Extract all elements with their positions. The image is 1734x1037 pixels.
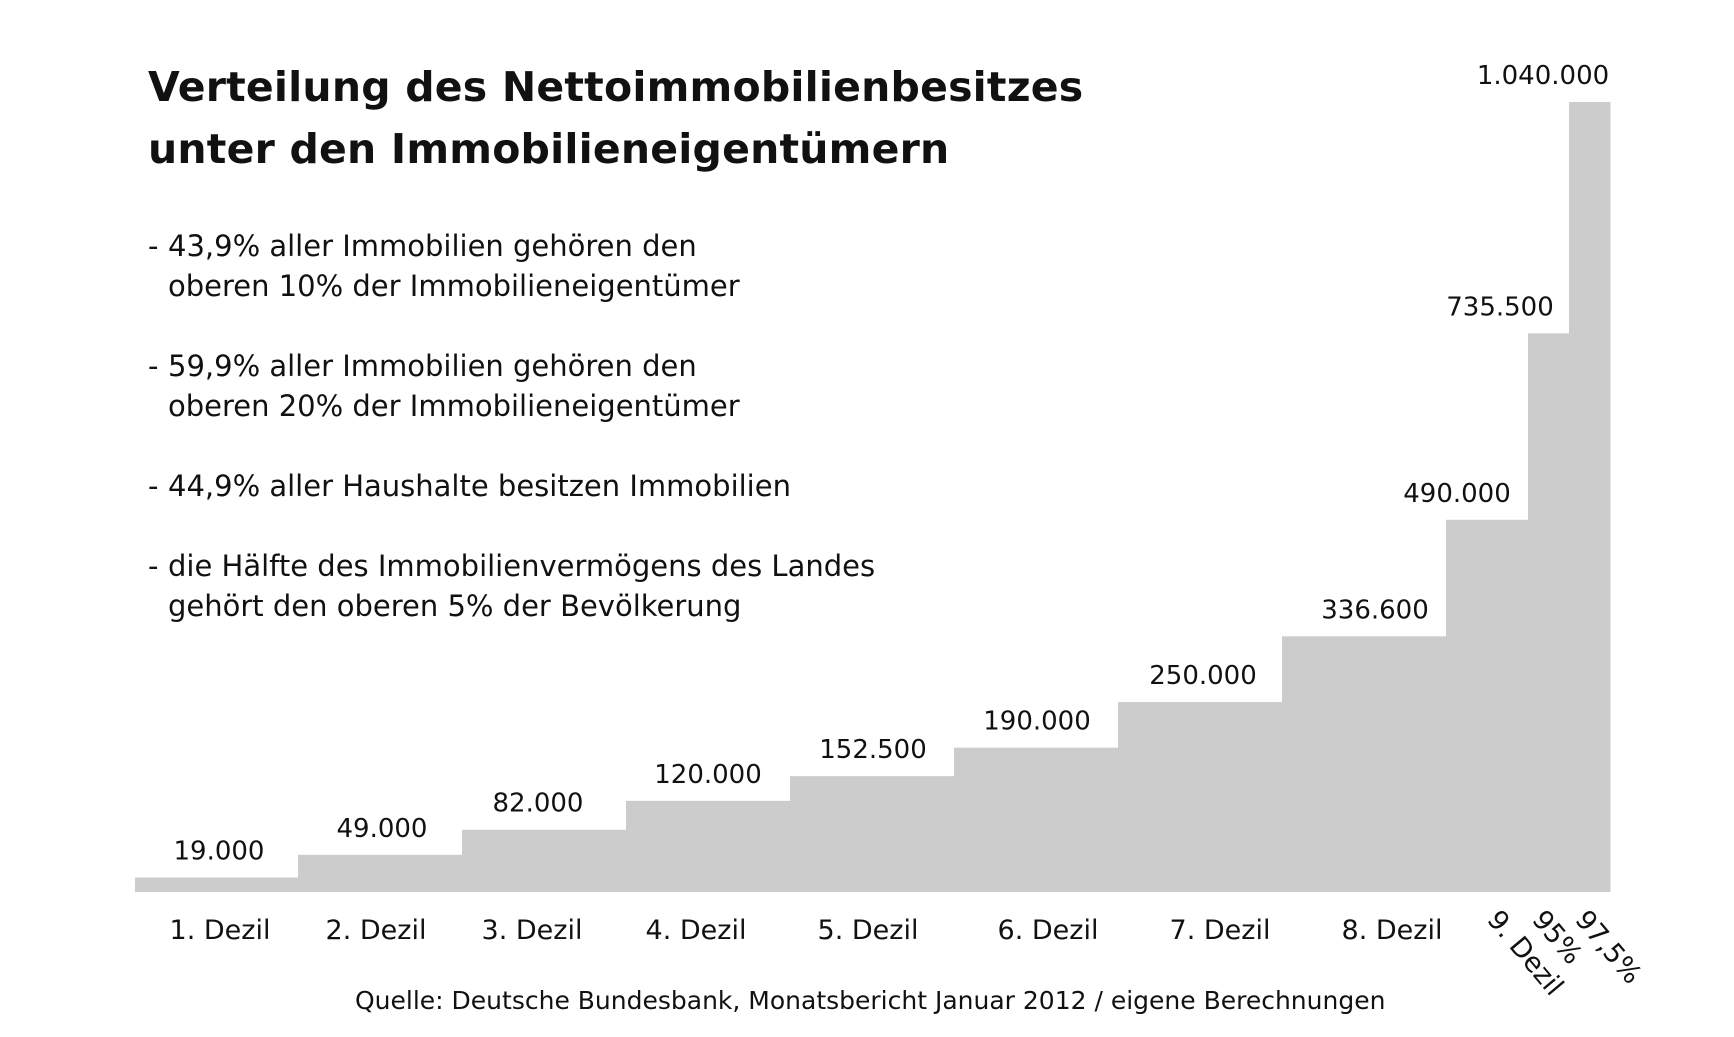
value-label: 82.000 [493,789,584,819]
bar-2-dezil [298,854,463,892]
category-label: 3. Dezil [482,915,583,946]
value-label: 490.000 [1403,479,1511,509]
value-label: 49.000 [337,814,428,844]
value-label: 250.000 [1149,661,1257,691]
bar-97-5 [1569,102,1611,892]
bar-8-dezil [1282,636,1447,892]
bar-95 [1528,333,1570,893]
category-label: 2. Dezil [326,915,427,946]
category-label: 8. Dezil [1342,915,1443,946]
bar-3-dezil [462,829,627,892]
value-label: 19.000 [174,837,265,867]
value-label: 190.000 [983,707,1091,737]
bar-5-dezil [790,776,955,892]
bar-1-dezil [135,877,299,892]
bar-9-dezil [1446,519,1529,892]
note-line: gehört den oberen 5% der Bevölkerung [168,589,742,623]
value-labels-group: 19.000 49.000 82.000 120.000 152.500 190.000 2… [174,61,1610,867]
category-label: 1. Dezil [170,915,271,946]
note-line: oberen 10% der Immobilieneigentümer [168,269,740,303]
note-line: die Hälfte des Immobilienvermögens des L… [168,549,876,583]
value-label: 1.040.000 [1477,61,1609,91]
bars-group [135,102,1611,893]
note-line: 43,9% aller Immobilien gehören den [168,229,697,263]
category-label: 6. Dezil [998,915,1099,946]
note-line: 44,9% aller Haushalte besitzen Immobilie… [168,469,791,503]
category-label: 7. Dezil [1170,915,1271,946]
note-item: -59,9% aller Immobilien gehören den ober… [148,346,1048,426]
chart-title: Verteilung des Nettoimmobilienbesitzes u… [148,56,1148,180]
bar-6-dezil [954,747,1119,892]
note-item: -43,9% aller Immobilien gehören den ober… [148,226,1048,306]
source-note: Quelle: Deutsche Bundesbank, Monatsberic… [355,986,1386,1015]
value-label: 336.600 [1321,595,1429,625]
note-item: - die Hälfte des Immobilienvermögens des … [148,546,1048,626]
note-item: -44,9% aller Haushalte besitzen Immobili… [148,469,791,503]
value-label: 120.000 [654,760,762,790]
bar-4-dezil [626,800,791,892]
bar-7-dezil [1118,702,1283,892]
value-label: 152.500 [819,735,927,765]
category-label: 5. Dezil [818,915,919,946]
chart-title-line-2: unter den Immobilieneigentümern [148,125,950,173]
note-line: 59,9% aller Immobilien gehören den [168,349,697,383]
note-line: oberen 20% der Immobilieneigentümer [168,389,740,423]
category-label: 4. Dezil [646,915,747,946]
value-label: 735.500 [1446,292,1554,322]
notes-list: -43,9% aller Immobilien gehören den ober… [148,226,1048,666]
chart-title-line-1: Verteilung des Nettoimmobilienbesitzes [148,63,1084,111]
